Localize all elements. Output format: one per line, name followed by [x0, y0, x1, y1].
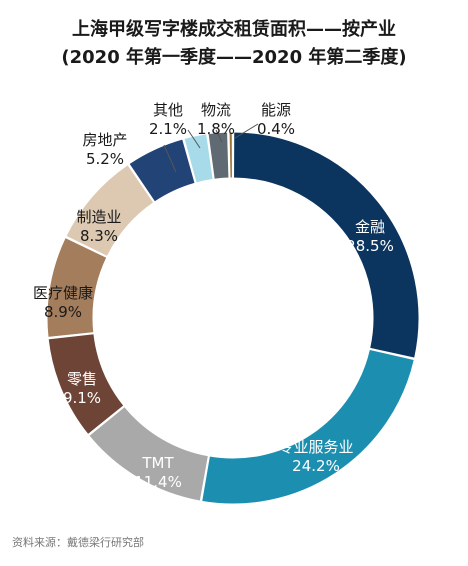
- slice-value-label: 0.4%: [257, 120, 295, 138]
- slice-category-label: 金融: [355, 218, 385, 236]
- donut-slice: [47, 333, 125, 436]
- slice-category-label: 制造业: [76, 208, 121, 226]
- donut-slice: [207, 131, 230, 180]
- donut-slice: [183, 133, 214, 184]
- slice-category-label: 其他: [153, 101, 183, 119]
- donut-slice: [65, 163, 155, 258]
- slice-category-label: 零售: [67, 370, 97, 388]
- source-note: 资料来源：戴德梁行研究部: [12, 536, 144, 549]
- donut-slice: [88, 405, 209, 502]
- leader-line: [163, 144, 177, 173]
- chart-title: 上海甲级写字楼成交租赁面积——按产业: [72, 19, 396, 40]
- slice-value-label: 8.3%: [80, 227, 118, 245]
- leader-line: [215, 129, 223, 143]
- chart-subtitle: (2020 年第一季度——2020 年第二季度): [61, 47, 407, 68]
- slice-category-label: 能源: [261, 101, 291, 119]
- slice-value-label: 24.2%: [292, 457, 340, 475]
- donut-slice: [128, 138, 196, 203]
- slice-value-label: 1.8%: [197, 120, 235, 138]
- slice-category-label: 专业服务业: [278, 438, 353, 456]
- slice-value-label: 11.4%: [134, 473, 182, 491]
- slice-value-label: 28.5%: [346, 237, 394, 255]
- donut-slice: [201, 348, 415, 505]
- slice-category-label: TMT: [141, 454, 174, 472]
- leader-line: [187, 129, 201, 149]
- slice-value-label: 2.1%: [149, 120, 187, 138]
- slice-category-label: 医疗健康: [33, 284, 93, 302]
- slice-category-label: 房地产: [82, 131, 127, 149]
- donut-slice: [233, 131, 420, 359]
- slice-category-label: 物流: [201, 101, 231, 119]
- slice-value-label: 5.2%: [86, 150, 124, 168]
- slice-value-label: 9.1%: [63, 389, 101, 407]
- donut-slice: [228, 131, 233, 179]
- slice-value-label: 8.9%: [44, 303, 82, 321]
- leader-line: [234, 123, 259, 139]
- donut-slice: [46, 236, 108, 338]
